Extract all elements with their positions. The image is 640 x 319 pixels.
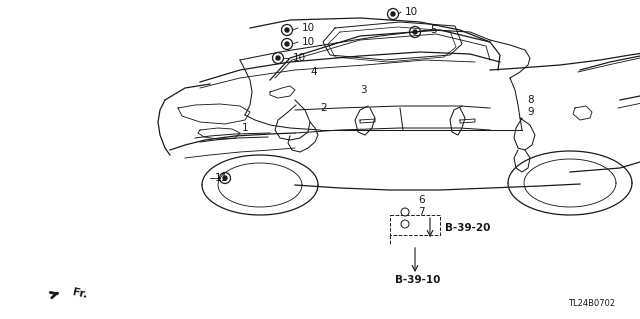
Circle shape	[276, 56, 280, 60]
Text: TL24B0702: TL24B0702	[568, 299, 615, 308]
Text: B-39-20: B-39-20	[445, 223, 490, 233]
Text: 10: 10	[405, 7, 418, 17]
Circle shape	[223, 176, 227, 180]
Circle shape	[391, 12, 395, 16]
Text: B-39-10: B-39-10	[395, 275, 440, 285]
Text: 3: 3	[360, 85, 367, 95]
Circle shape	[413, 30, 417, 34]
Text: 9: 9	[527, 107, 534, 117]
Text: 10: 10	[302, 37, 315, 47]
Text: 1: 1	[242, 123, 248, 133]
Text: 10: 10	[293, 53, 306, 63]
Circle shape	[285, 42, 289, 46]
Text: 6: 6	[418, 195, 424, 205]
Text: 11: 11	[215, 173, 228, 183]
Circle shape	[285, 28, 289, 32]
Text: Fr.: Fr.	[72, 287, 88, 300]
Text: 8: 8	[527, 95, 534, 105]
Text: 5: 5	[430, 25, 436, 35]
Text: 7: 7	[418, 207, 424, 217]
Text: 10: 10	[302, 23, 315, 33]
Text: 4: 4	[310, 67, 317, 77]
Text: 2: 2	[320, 103, 326, 113]
